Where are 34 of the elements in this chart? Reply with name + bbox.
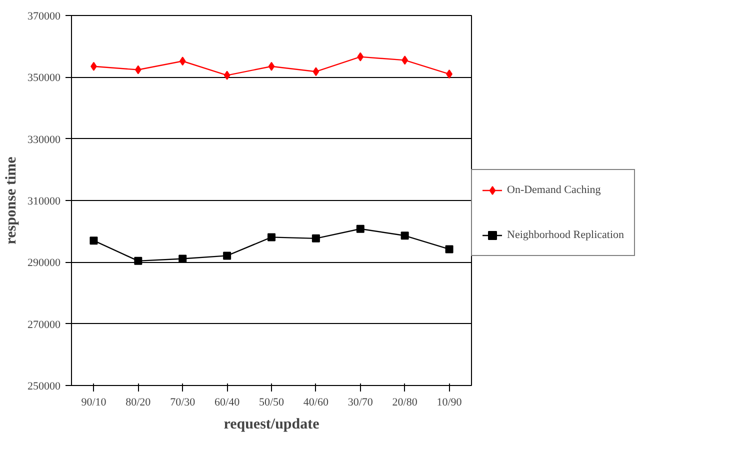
point <box>178 254 187 263</box>
point <box>400 232 409 240</box>
y-tick-label: 250000 <box>28 380 61 392</box>
x-tick-label: 40/60 <box>303 396 329 408</box>
point <box>356 224 364 233</box>
point <box>312 67 320 76</box>
y-tick-label: 270000 <box>28 318 61 331</box>
x-tick-label: 80/20 <box>126 396 152 408</box>
y-tick-label: 330000 <box>28 134 61 146</box>
point <box>445 245 454 254</box>
y-tick-label: 370000 <box>28 10 61 22</box>
x-tick-label: 20/80 <box>392 396 418 408</box>
point <box>134 256 142 265</box>
point <box>357 52 364 62</box>
x-axis-title: request/update <box>224 416 320 432</box>
point <box>268 62 275 71</box>
x-tick-label: 50/50 <box>258 396 285 408</box>
x-tick-label: 70/30 <box>170 396 196 408</box>
point <box>179 56 186 66</box>
y-tick-label: 290000 <box>28 257 61 270</box>
point <box>223 252 232 260</box>
legend-label: Neighborhood Replication <box>507 228 624 240</box>
point <box>90 236 98 245</box>
x-tick-label: 60/40 <box>214 396 240 408</box>
y-tick-label: 310000 <box>28 196 61 208</box>
y-tick-label: 350000 <box>28 72 61 84</box>
legend-label: On-Demand Caching <box>507 184 601 196</box>
point <box>268 233 276 242</box>
point <box>312 234 320 242</box>
x-tick-label: 30/70 <box>348 396 374 408</box>
x-tick-label: 90/10 <box>81 396 107 408</box>
x-tick-label: 10/90 <box>436 396 462 408</box>
y-axis-title: response time <box>4 156 20 244</box>
point <box>224 70 230 80</box>
